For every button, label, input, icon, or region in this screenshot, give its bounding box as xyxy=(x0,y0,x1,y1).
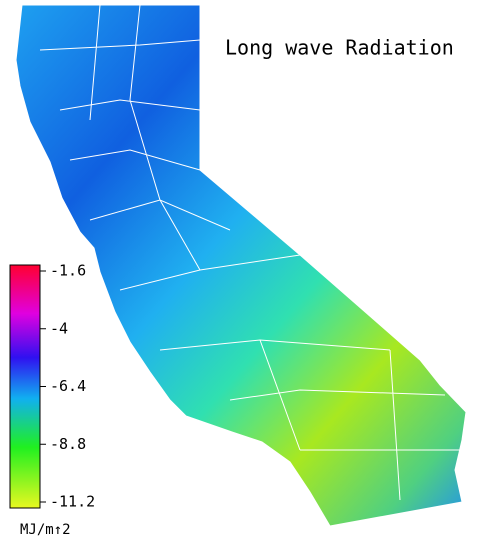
california-map xyxy=(15,4,467,527)
tick-label: -1.6 xyxy=(50,262,86,280)
color-bar xyxy=(9,264,41,509)
tick-label: -6.4 xyxy=(50,377,86,395)
legend-unit: MJ/m↑2 xyxy=(20,522,71,538)
tick-label: -11.2 xyxy=(50,493,95,511)
map-title: Long wave Radiation xyxy=(225,36,454,60)
tick-label: -8.8 xyxy=(50,435,86,453)
county-borders xyxy=(39,4,460,501)
tick-label: -4 xyxy=(50,319,68,337)
